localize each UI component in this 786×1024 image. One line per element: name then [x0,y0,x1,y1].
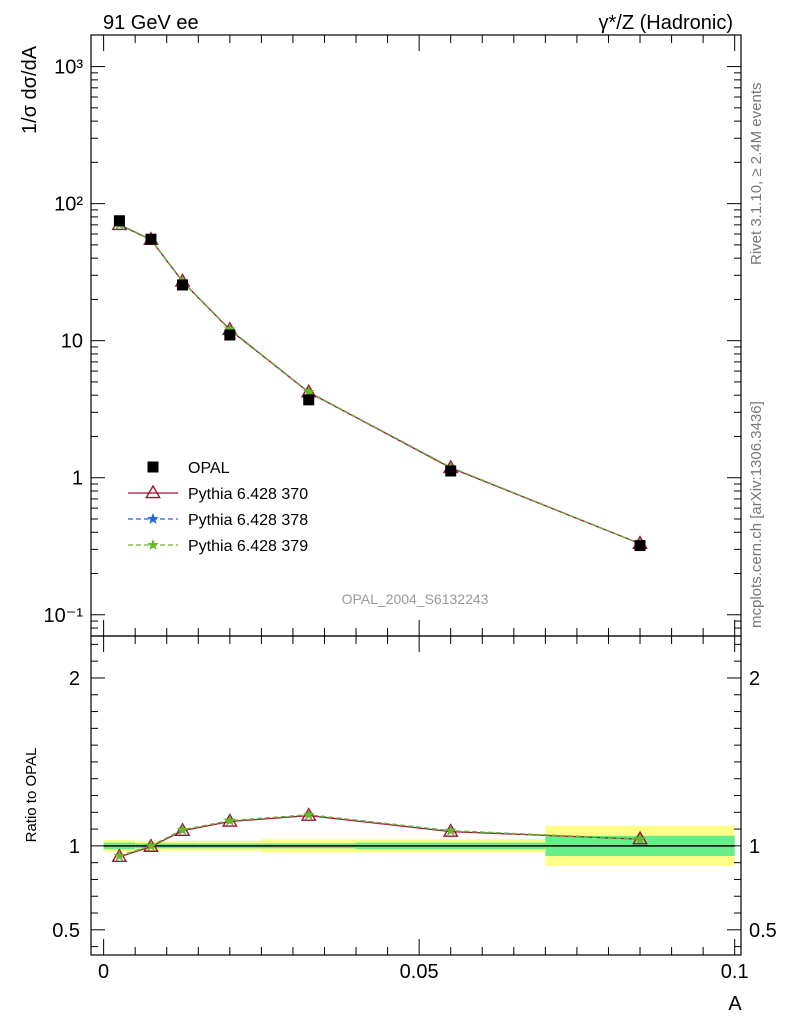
ratio-point-pythia-6-428-379 [113,849,126,861]
main-y-axis-title: 1/σ dσ/dA [19,45,41,134]
ratio-point-pythia-6-428-379 [634,833,646,845]
data-point-pythia-6-428-379 [224,323,236,335]
y-tick-label: 10² [54,194,83,216]
y-tick-label: 10³ [54,57,83,79]
legend-marker-pythia-6-428-378 [147,513,159,524]
legend-label-opal: OPAL [188,460,230,477]
x-tick-label: 0.05 [400,961,439,983]
ratio-point-pythia-6-428-379 [303,808,315,820]
mcplots-reference-label: mcplots.cern.ch [arXiv:1306.3436] [748,401,765,628]
data-point-opal [177,279,189,291]
ratio-point-pythia-6-428-379 [176,823,189,835]
ratio-point-pythia-6-428-379 [145,839,157,851]
y-tick-label: 10⁻¹ [44,605,84,627]
rivet-version-label: Rivet 3.1.10, ≥ 2.4M events [748,83,765,266]
ratio-y-tick-label: 2 [69,668,80,690]
data-point-opal [113,215,125,227]
legend-label-pythia-6-428-379: Pythia 6.428 379 [188,538,308,555]
data-point-opal [145,233,157,245]
main-panel: 10⁻¹ 1 10 10² 10³ OPAL_2004_S6132243 1/σ dσ/… [19,34,742,637]
data-point-opal [634,540,646,552]
data-point-opal [445,465,457,477]
legend-label-pythia-6-428-378: Pythia 6.428 378 [188,512,308,529]
ratio-point-pythia-6-428-379 [445,824,457,836]
ratio-y-tick-label: 0.5 [52,920,80,942]
y-tick-label: 10 [61,331,83,353]
ratio-panel: 0.5 0.5 1 1 2 2 0 0.05 0.1 Ratio to OPAL A [23,635,777,1015]
ratio-y-tick-label-right: 0.5 [749,920,777,942]
energy-label: 91 GeV ee [103,12,199,34]
data-point-opal [224,329,236,341]
x-tick-label: 0 [98,961,109,983]
legend-label-pythia-6-428-370: Pythia 6.428 370 [188,486,308,503]
analysis-watermark: OPAL_2004_S6132243 [342,591,489,607]
x-tick-label: 0.1 [721,961,749,983]
legend-marker-pythia-6-428-370 [145,484,161,499]
legend-marker-opal [147,461,159,473]
ratio-y-axis-title: Ratio to OPAL [23,748,40,843]
data-point-pythia-6-428-379 [303,386,315,397]
ratio-y-tick-label-right: 1 [749,836,760,858]
ratio-plot-frame [90,635,742,956]
y-tick-label: 1 [72,468,83,490]
data-point-opal [303,394,315,406]
x-axis-title: A [728,993,742,1015]
legend: OPAL Pythia 6.428 370 Pythia 6.428 378 Pyth… [128,460,308,555]
ratio-y-tick-label: 1 [69,836,80,858]
ratio-y-tick-label-right: 2 [749,668,760,690]
process-label: γ*/Z (Hadronic) [599,12,733,34]
ratio-point-pythia-6-428-379 [224,814,236,826]
legend-marker-pythia-6-428-379 [147,539,159,550]
